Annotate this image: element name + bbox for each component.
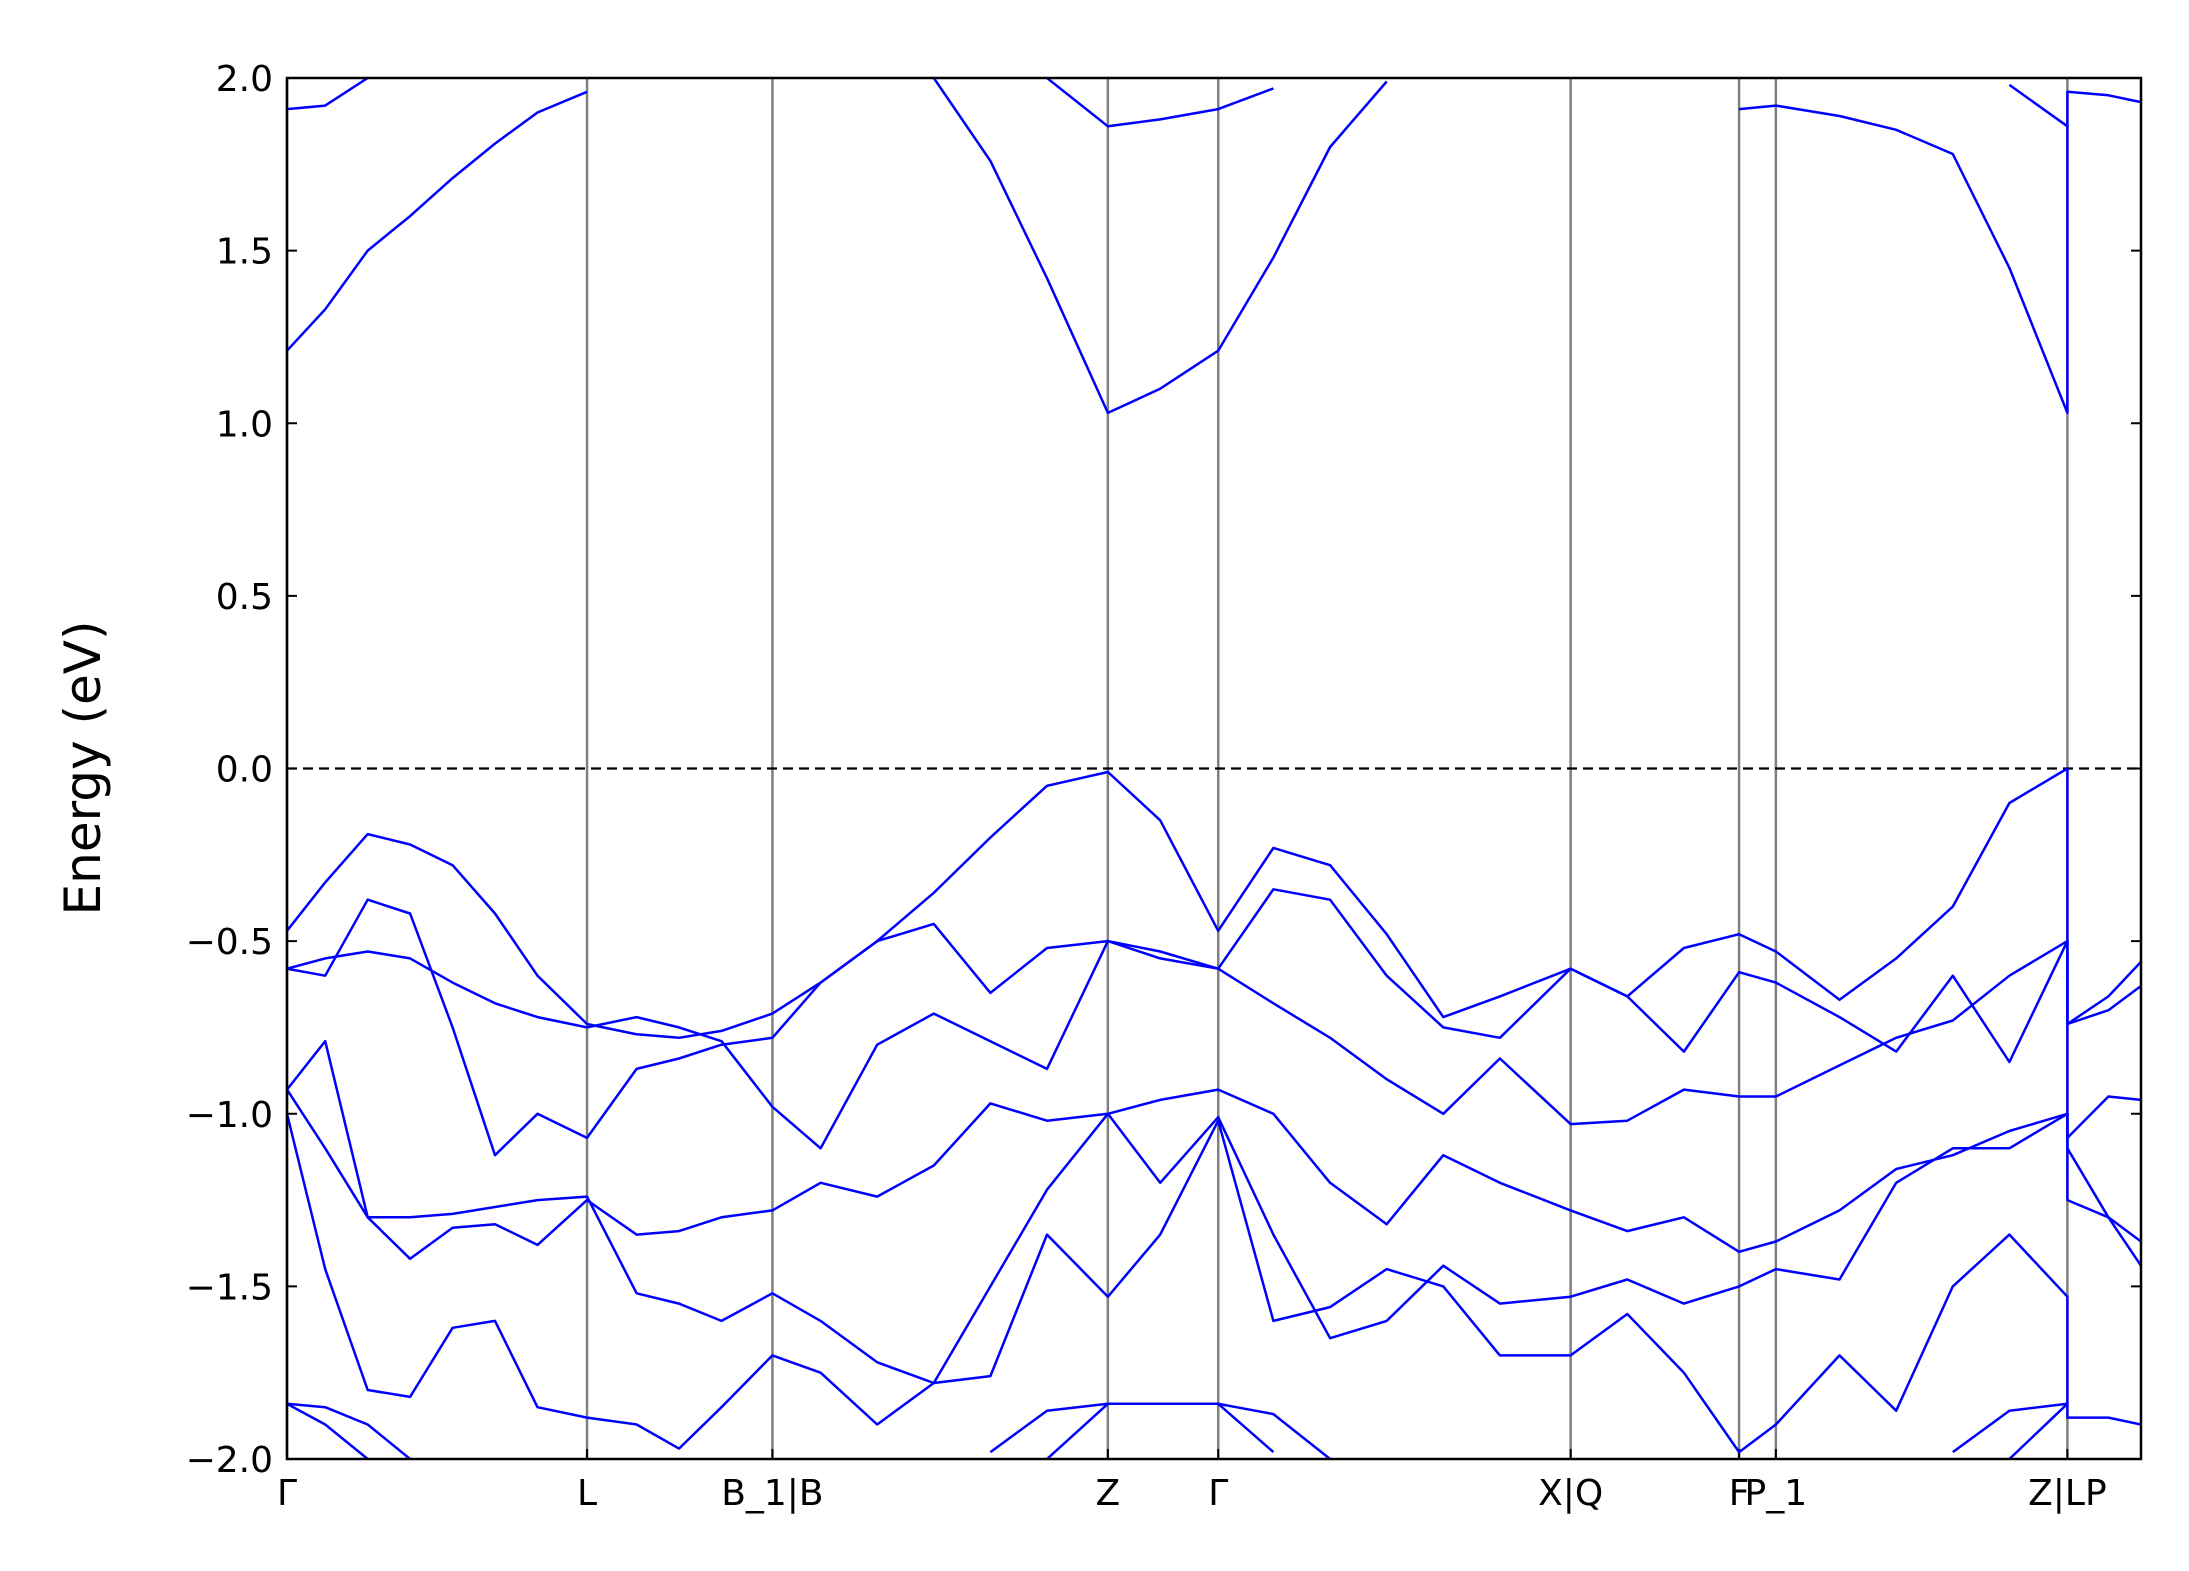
band-line (287, 1088, 2141, 1385)
x-tick-label: X|Q (1538, 1473, 1603, 1514)
y-tick-label: −1.0 (186, 1095, 273, 1136)
band-line (287, 1402, 2069, 1459)
x-tick-label: Γ (277, 1473, 297, 1514)
x-tick-label: Γ (1208, 1473, 1228, 1514)
x-tick-label: P_1 (1745, 1473, 1808, 1514)
x-tick-label: Z (1096, 1473, 1121, 1514)
x-tick-label: F (1729, 1473, 1750, 1514)
y-tick-label: −1.5 (186, 1267, 273, 1308)
y-tick-label: 1.5 (216, 232, 273, 273)
x-tick-label: Z|LP (2028, 1473, 2107, 1514)
band-line (287, 767, 2141, 1040)
y-tick-label: 1.0 (216, 404, 273, 445)
y-tick-label: 0.5 (216, 577, 273, 618)
band-line (287, 78, 2141, 415)
band-line (287, 888, 2141, 1157)
x-tick-label: B_1|B (721, 1473, 823, 1514)
y-tick-label: −0.5 (186, 922, 273, 963)
band-line (287, 1113, 2141, 1454)
y-tick-label: 2.0 (216, 59, 273, 100)
band-line (287, 939, 2141, 1150)
x-tick-label: L (577, 1473, 597, 1514)
y-axis-label: Energy (eV) (54, 621, 112, 916)
band-line (287, 1402, 2068, 1459)
y-tick-label: 0.0 (216, 750, 273, 791)
band-line (287, 78, 2069, 128)
y-tick-label: −2.0 (186, 1440, 273, 1481)
band-line (287, 1039, 2141, 1261)
plot-frame (285, 76, 2143, 1461)
